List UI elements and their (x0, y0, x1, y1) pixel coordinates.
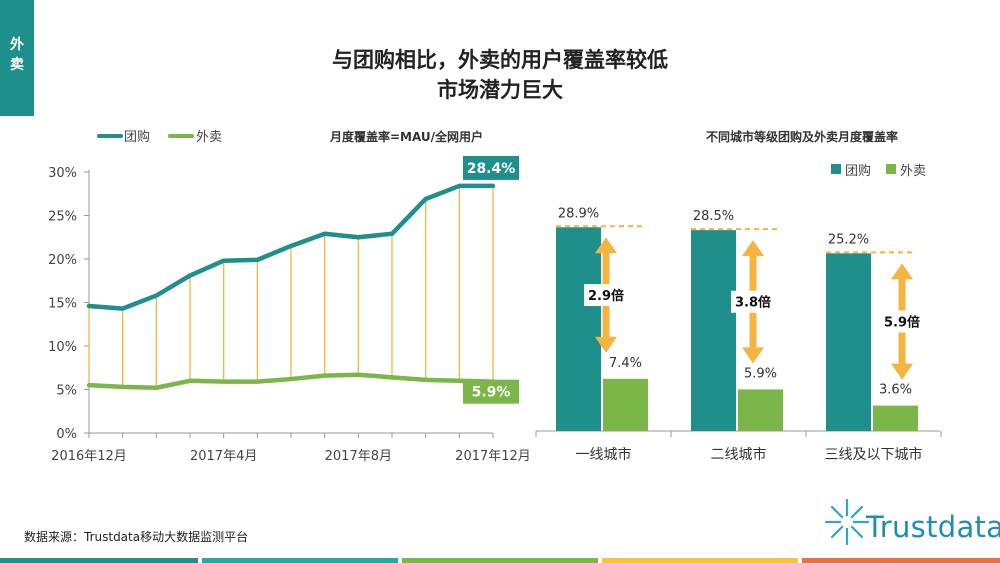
y-tick-label: 5% (56, 384, 77, 399)
legend-waimai-swatch (168, 134, 194, 138)
ratio-arrow-head-up (891, 263, 913, 280)
page-title-line-2: 市场潜力巨大 (437, 78, 563, 102)
y-tick-label: 10% (48, 340, 77, 355)
bar-waimai-value-label: 5.9% (744, 366, 777, 381)
legend-tuangou-swatch (97, 134, 123, 138)
legend-bar-tuangou-swatch (831, 164, 841, 174)
ratio-arrow-head-up (595, 237, 617, 254)
y-tick-label: 30% (48, 166, 77, 181)
bottom-strip-2 (202, 558, 398, 563)
legend-tuangou-label: 团购 (124, 130, 151, 145)
end-label-waimai: 5.9% (472, 385, 511, 401)
bar-tuangou-value-label: 28.9% (558, 206, 599, 221)
ratio-arrow-head-up (742, 240, 764, 257)
y-tick-label: 15% (48, 297, 77, 312)
data-source-note: 数据来源：Trustdata移动大数据监测平台 (24, 530, 249, 544)
bar-waimai-value-label: 3.6% (879, 383, 912, 398)
ratio-label-bg (880, 310, 924, 333)
ratio-label: 2.9倍 (588, 288, 624, 304)
y-tick-label: 0% (56, 427, 77, 442)
bar-waimai (873, 405, 918, 431)
bar-waimai (603, 378, 648, 431)
legend-waimai-label: 外卖 (196, 130, 223, 145)
x-tick-label: 2016年12月 (51, 449, 127, 464)
y-tick-label: 20% (48, 253, 77, 268)
ratio-arrow-head-down (891, 363, 913, 380)
left-chart-caption: 月度覆盖率=MAU/全网用户 (330, 130, 484, 144)
ratio-arrow-head-down (595, 336, 617, 353)
end-label-tuangou: 28.4% (467, 161, 516, 177)
ratio-label: 5.9倍 (884, 314, 920, 330)
legend-bar-tuangou-label: 团购 (845, 164, 872, 179)
x-tick-label: 2017年12月 (455, 449, 531, 464)
bottom-strip-5 (802, 558, 1000, 563)
ratio-label-bg (584, 284, 628, 307)
trustdata-logo-icon (824, 498, 870, 546)
y-tick-label: 25% (48, 210, 77, 225)
ratio-label-bg (731, 290, 775, 313)
section-tag-char-2: 卖 (10, 57, 24, 73)
bottom-strip-4 (602, 558, 798, 563)
bar-tuangou-value-label: 25.2% (828, 232, 869, 247)
bar-tuangou (691, 230, 736, 431)
end-label-waimai-box (463, 379, 519, 404)
x-tick-label: 2017年8月 (325, 449, 392, 464)
legend-bar-waimai-label: 外卖 (900, 164, 927, 179)
series-line-waimai (86, 372, 496, 391)
trustdata-logo-text: Trustdata (866, 510, 1000, 544)
bar-tuangou (826, 253, 871, 431)
category-label: 一线城市 (576, 446, 632, 463)
right-chart-caption: 不同城市等级团购及外卖月度覆盖率 (706, 130, 899, 144)
section-tag: 外 卖 (0, 0, 34, 116)
x-tick-label: 2017年4月 (190, 449, 257, 464)
bar-waimai (738, 389, 783, 431)
legend-bar-waimai-swatch (886, 164, 896, 174)
ratio-arrow-head-down (742, 347, 764, 364)
bar-tuangou-value-label: 28.5% (693, 209, 734, 224)
category-label: 三线及以下城市 (825, 446, 923, 463)
line-chart: 0% 5% 10% 15% 20% 25% 30% 2016年12月 2017年4月 2017年8… (48, 155, 531, 464)
section-tag-char-1: 外 (10, 37, 24, 53)
page-title-line-1: 与团购相比，外卖的用户覆盖率较低 (332, 48, 668, 72)
bar-tuangou (556, 227, 601, 431)
bar-waimai-value-label: 7.4% (609, 356, 642, 371)
category-label: 二线城市 (711, 446, 767, 463)
bottom-strip-3 (402, 558, 598, 563)
bottom-strip-1 (0, 558, 198, 563)
ratio-label: 3.8倍 (735, 295, 771, 311)
series-line-tuangou (86, 183, 496, 311)
end-label-tuangou-box (463, 155, 519, 180)
